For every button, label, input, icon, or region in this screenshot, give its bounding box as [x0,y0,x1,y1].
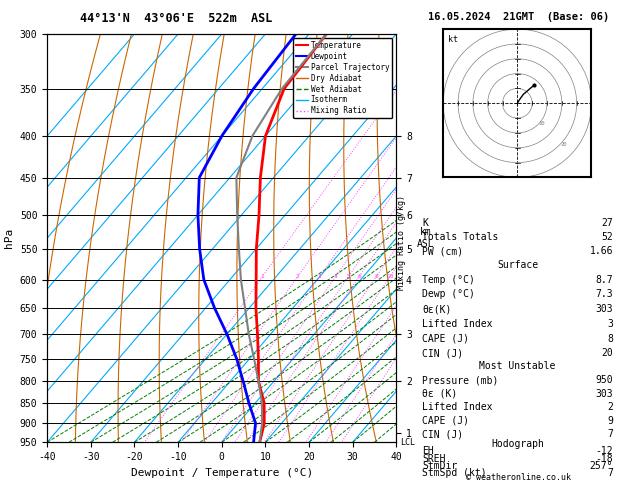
Text: 3: 3 [318,274,321,279]
Text: 52: 52 [601,232,613,242]
Text: Surface: Surface [497,260,538,270]
Text: 20: 20 [601,348,613,358]
Text: 44°13'N  43°06'E  522m  ASL: 44°13'N 43°06'E 522m ASL [80,12,272,25]
Text: StmDir: StmDir [422,461,457,470]
Text: 9: 9 [607,416,613,426]
Text: 5: 5 [347,274,350,279]
Text: StmSpd (kt): StmSpd (kt) [422,468,487,478]
Text: CIN (J): CIN (J) [422,430,464,439]
Text: 10: 10 [538,121,545,125]
Text: 7.3: 7.3 [596,289,613,299]
Text: Mixing Ratio (g/kg): Mixing Ratio (g/kg) [397,195,406,291]
Text: © weatheronline.co.uk: © weatheronline.co.uk [467,473,571,482]
Text: CIN (J): CIN (J) [422,348,464,358]
Text: EH: EH [422,447,434,456]
Text: 303: 303 [596,304,613,314]
Text: θε(K): θε(K) [422,304,452,314]
Text: Most Unstable: Most Unstable [479,362,556,371]
Text: -18: -18 [596,453,613,464]
Text: PW (cm): PW (cm) [422,246,464,257]
Text: 8: 8 [607,333,613,344]
Y-axis label: hPa: hPa [4,228,14,248]
Text: Lifted Index: Lifted Index [422,402,493,412]
Text: 2: 2 [607,402,613,412]
Text: CAPE (J): CAPE (J) [422,333,469,344]
X-axis label: Dewpoint / Temperature (°C): Dewpoint / Temperature (°C) [131,468,313,478]
Y-axis label: km
ASL: km ASL [417,227,435,249]
Text: 950: 950 [596,375,613,385]
Text: 4: 4 [334,274,338,279]
Text: 1: 1 [260,274,264,279]
Text: 2: 2 [296,274,299,279]
Text: Totals Totals: Totals Totals [422,232,499,242]
Text: kt: kt [448,35,458,44]
Text: Pressure (mb): Pressure (mb) [422,375,499,385]
Text: Temp (°C): Temp (°C) [422,275,475,285]
Text: 257°: 257° [589,461,613,470]
Text: CAPE (J): CAPE (J) [422,416,469,426]
Text: 6: 6 [357,274,361,279]
Text: 1.66: 1.66 [589,246,613,257]
Text: 3: 3 [607,319,613,329]
Text: 8.7: 8.7 [596,275,613,285]
Text: Hodograph: Hodograph [491,439,544,450]
Text: K: K [422,218,428,228]
Text: Lifted Index: Lifted Index [422,319,493,329]
Text: Dewp (°C): Dewp (°C) [422,289,475,299]
Text: 8: 8 [374,274,378,279]
Text: 303: 303 [596,389,613,399]
Text: 16.05.2024  21GMT  (Base: 06): 16.05.2024 21GMT (Base: 06) [428,12,610,22]
Text: 20: 20 [560,142,567,147]
Text: 7: 7 [607,430,613,439]
Text: θε (K): θε (K) [422,389,457,399]
Text: 10: 10 [386,274,394,279]
Text: LCL: LCL [400,438,415,447]
Text: SREH: SREH [422,453,446,464]
Legend: Temperature, Dewpoint, Parcel Trajectory, Dry Adiabat, Wet Adiabat, Isotherm, Mi: Temperature, Dewpoint, Parcel Trajectory… [293,38,392,119]
Text: 7: 7 [607,468,613,478]
Text: -12: -12 [596,447,613,456]
Text: 27: 27 [601,218,613,228]
